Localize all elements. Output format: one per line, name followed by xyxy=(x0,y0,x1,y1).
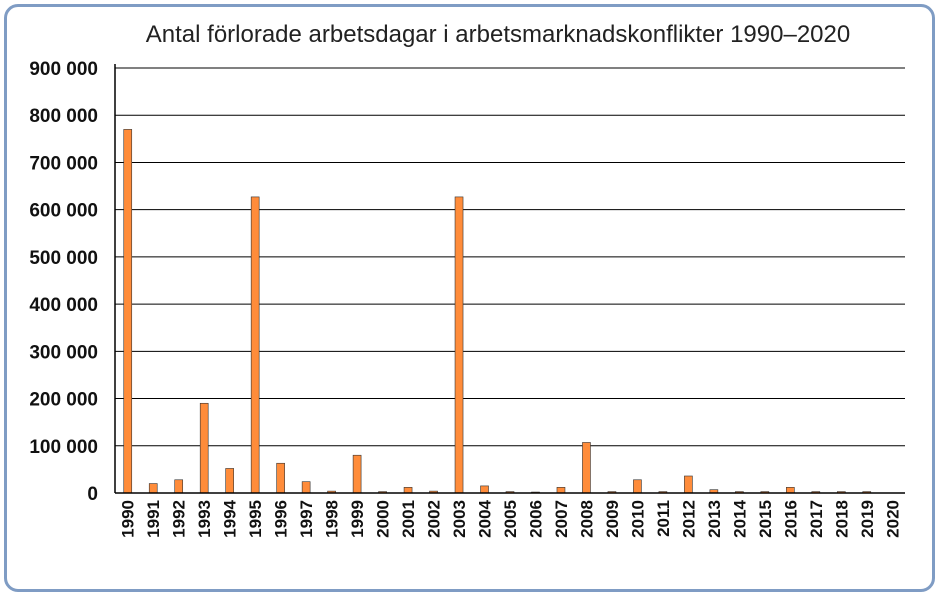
x-tick-label: 2017 xyxy=(807,500,826,538)
bar-1992 xyxy=(174,479,184,494)
chart-title: Antal förlorade arbetsdagar i arbetsmark… xyxy=(146,21,850,48)
bar-2007 xyxy=(556,487,566,494)
x-tick-label: 2000 xyxy=(374,500,393,538)
y-tick-label: 700 000 xyxy=(29,153,98,174)
x-tick-label: 2008 xyxy=(577,500,596,538)
bar-2010 xyxy=(633,479,642,494)
x-tick-label: 2007 xyxy=(552,500,571,538)
x-tick-label: 1992 xyxy=(170,500,189,538)
x-tick-label: 1998 xyxy=(323,500,342,538)
x-tick-label: 1995 xyxy=(246,500,265,538)
x-tick-label: 1990 xyxy=(119,500,138,538)
x-tick-label: 2013 xyxy=(705,500,724,538)
gridlines xyxy=(115,67,905,447)
x-tick-label: 2016 xyxy=(781,500,800,538)
bar-2001 xyxy=(403,487,413,494)
x-tick-label: 1991 xyxy=(144,500,163,538)
x-tick-label: 1994 xyxy=(221,499,240,537)
axes xyxy=(114,64,905,494)
x-tick-label: 1996 xyxy=(272,500,291,538)
x-tick-label: 2015 xyxy=(756,500,775,538)
bar-1990 xyxy=(123,129,133,494)
x-tick-label: 2010 xyxy=(628,500,647,538)
bar-2008 xyxy=(582,442,591,494)
x-tick-label: 2012 xyxy=(679,500,698,538)
x-tick-label: 2018 xyxy=(832,500,851,538)
x-tick-label: 2011 xyxy=(654,500,673,537)
x-tick-label: 1997 xyxy=(297,500,316,538)
bar-1997 xyxy=(301,481,311,494)
x-tick-label: 1999 xyxy=(348,500,367,538)
bar-2012 xyxy=(684,475,693,494)
y-tick-label: 200 000 xyxy=(29,390,98,411)
y-tick-labels: 0 100 000 200 000 300 000 400 000 500 000 600 … xyxy=(29,59,98,505)
bar-2004 xyxy=(480,485,489,494)
y-tick-label: 800 000 xyxy=(29,106,98,127)
bar-1994 xyxy=(225,468,234,494)
y-tick-label: 0 xyxy=(87,484,98,505)
y-tick-label: 300 000 xyxy=(29,342,98,363)
bar-2003 xyxy=(454,196,464,494)
bar-1991 xyxy=(148,483,158,494)
bar-1996 xyxy=(276,462,285,494)
bar-1993 xyxy=(199,402,209,494)
y-tick-label: 900 000 xyxy=(29,59,98,80)
y-tick-label: 400 000 xyxy=(29,295,98,316)
y-tick-label: 600 000 xyxy=(29,201,98,222)
bars xyxy=(123,129,872,494)
x-tick-label: 1993 xyxy=(195,500,214,538)
bar-1995 xyxy=(250,196,260,494)
x-tick-label: 2004 xyxy=(476,499,495,537)
x-tick-label: 2014 xyxy=(730,499,749,537)
x-tick-label: 2002 xyxy=(425,500,444,538)
x-tick-label: 2020 xyxy=(883,500,902,538)
x-tick-label: 2019 xyxy=(858,500,877,538)
x-tick-label: 2003 xyxy=(450,500,469,538)
bar-2016 xyxy=(786,487,795,494)
y-tick-label: 100 000 xyxy=(29,437,98,458)
chart-frame xyxy=(4,4,935,592)
x-tick-label: 2006 xyxy=(526,500,545,538)
y-tick-label: 500 000 xyxy=(29,248,98,269)
x-tick-label: 2005 xyxy=(501,500,520,538)
x-tick-labels: 1990 1991 1992 1993 1994 1995 1996 1997 1998 1999… xyxy=(119,499,903,537)
bar-1999 xyxy=(352,454,362,494)
x-tick-label: 2009 xyxy=(603,500,622,538)
x-tick-label: 2001 xyxy=(399,500,418,538)
